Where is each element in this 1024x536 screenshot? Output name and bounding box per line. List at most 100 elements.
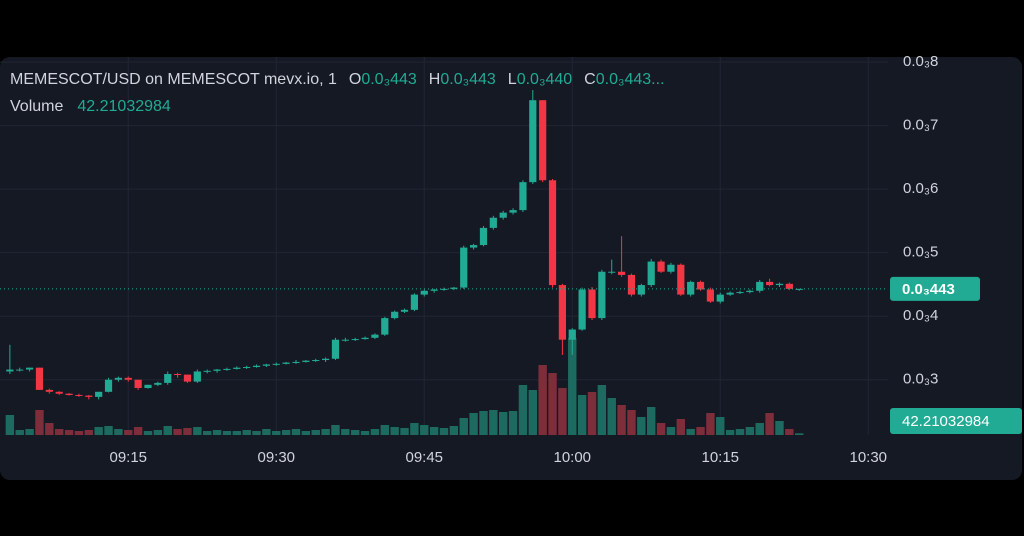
volume-bar	[400, 428, 409, 435]
ohlc-value: 0.0₃440	[516, 71, 573, 88]
candle-body	[578, 289, 586, 330]
candle-body	[785, 283, 793, 289]
candle-body	[489, 217, 497, 228]
candle-body	[144, 384, 152, 388]
candle-body	[608, 271, 616, 273]
volume-bar	[45, 423, 54, 435]
x-tick-label: 09:30	[257, 449, 295, 466]
ohlc-name: H	[428, 71, 441, 88]
volume-bar	[548, 373, 557, 435]
y-tick-label: 0.0₃7	[903, 117, 938, 134]
candle-body	[381, 318, 389, 335]
candle-body	[114, 377, 122, 380]
candle-body	[736, 292, 744, 294]
candle-body	[706, 289, 714, 302]
volume-name: Volume	[10, 98, 64, 115]
candle-body	[361, 337, 369, 340]
volume-bar	[656, 423, 666, 435]
ohlc-name: L	[507, 71, 517, 88]
x-tick-label: 09:15	[109, 449, 147, 466]
volume-bar	[55, 429, 64, 435]
candle-body	[509, 210, 517, 213]
volume-bar	[212, 430, 222, 435]
candle-body	[65, 393, 73, 395]
candle-body	[410, 294, 418, 310]
candle-body	[203, 370, 211, 372]
candle-body	[558, 285, 566, 340]
volume-bar	[735, 429, 745, 435]
candle-body	[341, 339, 349, 341]
candle-body	[430, 289, 438, 291]
volume-bar	[183, 428, 192, 435]
volume-bar	[331, 425, 340, 435]
volume-bar	[163, 426, 172, 435]
candle-body	[35, 367, 44, 390]
candle-body	[243, 367, 251, 369]
volume-bar	[291, 429, 301, 435]
volume-bar	[281, 430, 291, 435]
volume-bar	[508, 411, 518, 435]
volume-bar	[410, 423, 419, 435]
volume-bar	[607, 398, 616, 435]
volume-bar	[252, 431, 261, 435]
volume-bar	[104, 426, 113, 435]
candle-body	[618, 271, 626, 275]
candle-body	[726, 292, 734, 295]
volume-bar	[25, 429, 34, 435]
x-tick-label: 09:45	[405, 449, 443, 466]
candle-body	[312, 360, 320, 362]
volume-bar	[528, 390, 537, 435]
candle-body	[775, 283, 784, 286]
candle-body	[756, 281, 764, 291]
candle-body	[95, 391, 103, 397]
candle-body	[539, 100, 547, 181]
volume-bar	[380, 425, 389, 435]
candle-body	[657, 261, 665, 272]
volume-bar	[469, 413, 478, 435]
volume-bar	[5, 415, 15, 435]
volume-bar	[173, 429, 182, 435]
volume-bar	[94, 427, 103, 435]
volume-bar	[74, 431, 84, 435]
header: MEMESCOT/USD on MEMESCOT mevx.io, 1 O0.0₃…	[10, 66, 665, 120]
volume-bar	[775, 421, 784, 435]
volume-bar	[370, 429, 380, 435]
last-price-label: 0.0₃443	[902, 281, 955, 298]
candle-body	[331, 339, 340, 359]
volume-bar	[538, 365, 547, 435]
volume-bar	[84, 430, 93, 435]
candle-body	[213, 369, 221, 371]
volume-bar	[577, 395, 587, 435]
x-tick-label: 10:30	[849, 449, 887, 466]
volume-bar	[321, 429, 330, 435]
candle-body	[134, 379, 142, 388]
candle-body	[292, 361, 300, 363]
candle-body	[460, 247, 468, 288]
candle-body	[272, 363, 280, 365]
volume-bar	[114, 429, 123, 435]
last-price-tag	[890, 276, 980, 301]
volume-bar	[272, 431, 281, 435]
volume-bar	[124, 430, 133, 435]
volume-bar	[449, 426, 459, 435]
volume-tag	[890, 408, 1022, 434]
candle-body	[16, 369, 24, 371]
volume-bar	[232, 431, 241, 435]
candle-body	[568, 329, 576, 340]
candle-body	[322, 358, 330, 361]
candle-body	[282, 362, 290, 364]
y-tick-label: 0.0₃6	[903, 180, 938, 197]
candle-body	[795, 288, 803, 290]
volume-bar	[518, 385, 528, 435]
candle-body	[124, 377, 132, 380]
candle-body	[687, 281, 695, 295]
candle-body	[154, 382, 162, 385]
candle-body	[667, 264, 675, 272]
candle-body	[470, 245, 478, 248]
candle-body	[174, 374, 182, 376]
candle-body	[371, 334, 379, 338]
candle-body	[104, 379, 113, 392]
volume-bar	[64, 430, 74, 435]
